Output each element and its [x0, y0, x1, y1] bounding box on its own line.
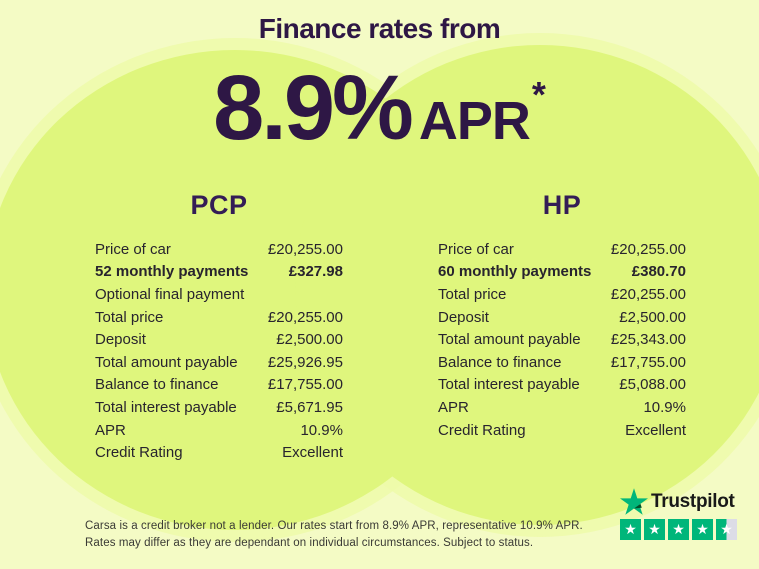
- row-value: Excellent: [282, 444, 343, 462]
- table-row: Deposit £2,500.00: [438, 306, 686, 329]
- row-label: 60 monthly payments: [438, 263, 592, 281]
- table-row: Total interest payable £5,088.00: [438, 374, 686, 397]
- row-value: £17,755.00: [267, 376, 343, 394]
- hp-panel: HP Price of car £20,255.00 60 monthly pa…: [438, 191, 686, 441]
- row-value: £20,255.00: [267, 308, 343, 326]
- hp-table: Price of car £20,255.00 60 monthly payme…: [438, 238, 686, 441]
- row-value: £5,088.00: [619, 376, 686, 394]
- table-row: Total amount payable £25,343.00: [438, 328, 686, 351]
- pcp-title: PCP: [190, 190, 248, 220]
- row-value: £2,500.00: [276, 331, 343, 349]
- row-label: Price of car: [95, 240, 171, 258]
- hero-title: Finance rates from: [258, 13, 501, 44]
- table-row: APR 10.9%: [95, 419, 343, 442]
- row-value: £17,755.00: [610, 353, 686, 371]
- row-label: Balance to finance: [438, 353, 562, 371]
- rating-star-icon: ★: [668, 519, 689, 540]
- row-value: £2,500.00: [619, 308, 686, 326]
- trustpilot-rating-stars: ★ ★ ★ ★ ★: [620, 519, 737, 540]
- row-value: £25,343.00: [610, 331, 686, 349]
- disclaimer-line-1: Carsa is a credit broker not a lender. O…: [85, 520, 583, 532]
- table-row: Balance to finance £17,755.00: [438, 351, 686, 374]
- row-label: Total interest payable: [95, 398, 237, 416]
- table-row: Total amount payable £25,926.95: [95, 351, 343, 374]
- pcp-table: Price of car £20,255.00 52 monthly payme…: [95, 238, 343, 464]
- row-label: Optional final payment: [95, 285, 245, 303]
- table-row: Total price £20,255.00: [95, 306, 343, 329]
- rate-suffix: APR: [418, 91, 531, 151]
- table-row: Optional final payment: [95, 283, 343, 306]
- row-value: £5,671.95: [276, 398, 343, 416]
- table-row: Balance to finance £17,755.00: [95, 374, 343, 397]
- table-row: Price of car £20,255.00: [95, 238, 343, 261]
- table-row: Deposit £2,500.00: [95, 328, 343, 351]
- hero-rate: 8.9% APR *: [0, 62, 759, 154]
- rating-star-icon: ★: [716, 519, 737, 540]
- row-label: Total price: [438, 285, 507, 303]
- row-label: Credit Rating: [438, 421, 526, 439]
- row-label: 52 monthly payments: [95, 263, 249, 281]
- row-label: Credit Rating: [95, 444, 183, 462]
- row-label: Balance to finance: [95, 376, 219, 394]
- row-label: APR: [95, 421, 126, 439]
- rating-star-icon: ★: [644, 519, 665, 540]
- row-label: Total amount payable: [438, 331, 581, 349]
- row-value: Excellent: [625, 421, 686, 439]
- row-label: Deposit: [438, 308, 489, 326]
- table-row: Price of car £20,255.00: [438, 238, 686, 261]
- row-label: Price of car: [438, 240, 514, 258]
- table-row: Total interest payable £5,671.95: [95, 396, 343, 419]
- hp-title: HP: [542, 190, 582, 220]
- disclaimer-line-2: Rates may differ as they are dependant o…: [85, 537, 534, 549]
- row-label: APR: [438, 398, 469, 416]
- table-row: 60 monthly payments £380.70: [438, 261, 686, 284]
- row-value: £380.70: [631, 263, 686, 281]
- row-label: Total amount payable: [95, 353, 238, 371]
- star-glyph: ★: [672, 521, 685, 537]
- star-glyph: ★: [624, 521, 637, 537]
- row-label: Total interest payable: [438, 376, 580, 394]
- rating-star-icon: ★: [620, 519, 641, 540]
- row-value: 10.9%: [300, 421, 343, 439]
- row-value: £25,926.95: [267, 353, 343, 371]
- table-row: 52 monthly payments £327.98: [95, 261, 343, 284]
- table-row: APR 10.9%: [438, 396, 686, 419]
- star-glyph: ★: [648, 521, 661, 537]
- row-label: Total price: [95, 308, 164, 326]
- right-blob: [295, 45, 759, 525]
- trustpilot-header: Trustpilot: [620, 488, 737, 515]
- trustpilot-brand-label: Trustpilot: [651, 490, 735, 512]
- pcp-panel: PCP Price of car £20,255.00 52 monthly p…: [95, 191, 343, 464]
- star-glyph: ★: [696, 521, 709, 537]
- row-value: £327.98: [288, 263, 343, 281]
- rate-asterisk: *: [531, 74, 546, 115]
- table-row: Total price £20,255.00: [438, 283, 686, 306]
- row-value: £20,255.00: [267, 240, 343, 258]
- trustpilot-widget: Trustpilot ★ ★ ★ ★ ★: [620, 488, 737, 540]
- disclaimer: Carsa is a credit broker not a lender. O…: [85, 518, 695, 552]
- row-label: Deposit: [95, 331, 146, 349]
- row-value: £20,255.00: [610, 240, 686, 258]
- rate-value: 8.9%: [213, 57, 414, 159]
- rating-star-icon: ★: [692, 519, 713, 540]
- star-glyph: ★: [720, 521, 733, 537]
- table-row: Credit Rating Excellent: [438, 419, 686, 442]
- trustpilot-star-icon: [620, 488, 648, 515]
- row-value: 10.9%: [643, 398, 686, 416]
- row-value: £20,255.00: [610, 285, 686, 303]
- table-row: Credit Rating Excellent: [95, 441, 343, 464]
